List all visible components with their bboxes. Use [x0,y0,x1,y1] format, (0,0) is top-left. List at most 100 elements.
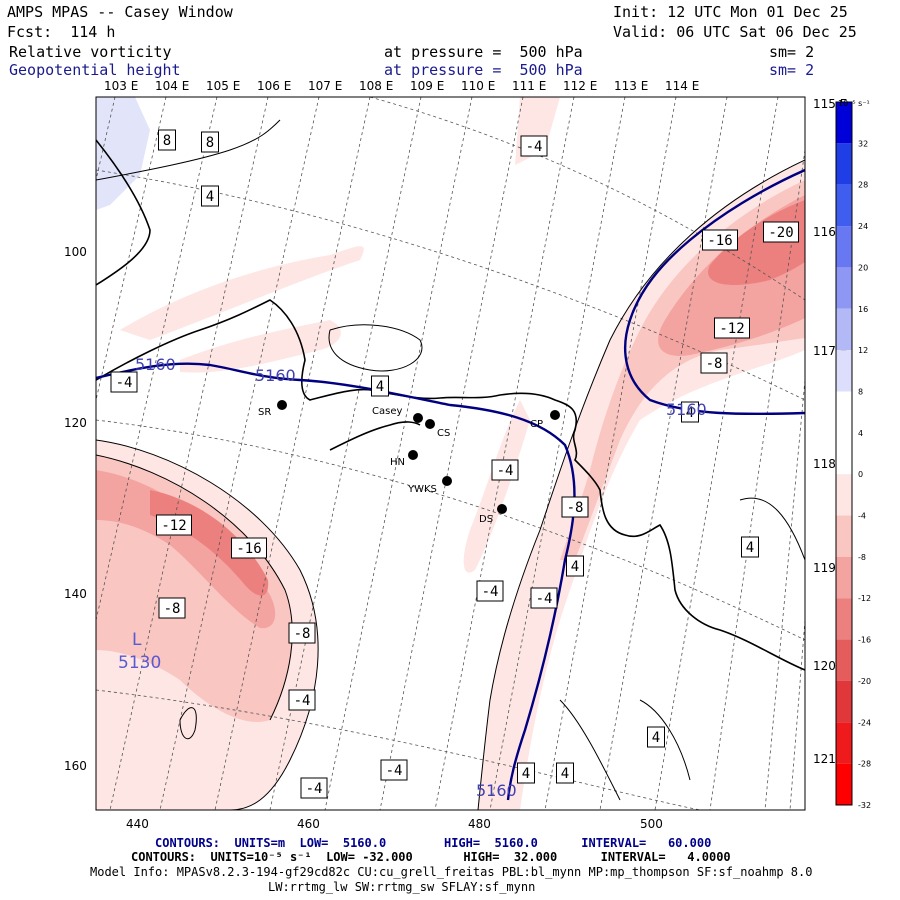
colorbar-swatch [836,267,852,309]
colorbar-label: 4 [858,429,863,438]
colorbar-swatch [836,391,852,433]
colorbar-label: -32 [858,801,871,810]
plot-frame [95,96,806,811]
x-tick-label: 500 [640,817,663,831]
svg-text:4: 4 [746,540,754,556]
colorbar-label: 12 [858,346,868,355]
svg-text:-4: -4 [482,584,499,600]
top-lon-label: 109 E [410,79,444,93]
x-tick-label: 480 [468,817,491,831]
field1-name: Relative vorticity [9,43,172,61]
colorbar-swatch [836,350,852,392]
colorbar-swatch [836,556,852,599]
svg-text:8: 8 [206,135,214,151]
vorticity-label: 4 [566,555,584,577]
footer-height-contours: CONTOURS: UNITS=m LOW= 5160.0 HIGH= 5160… [155,836,712,850]
height-label: 5160 [255,366,296,385]
vorticity-streak [463,400,530,573]
colorbar-swatch [836,184,852,227]
svg-text:-16: -16 [707,233,732,249]
colorbar-swatch [836,680,852,723]
vorticity-label: 4 [647,726,665,748]
colorbar-swatch [836,143,852,185]
top-longitude-labels: 103 E 104 E 105 E 106 E 107 E 108 E 109 E 110 E… [104,79,699,93]
footer-vorticity-contours: CONTOURS: UNITS=10⁻⁵ s⁻¹ LOW= -32.000 HI… [131,850,731,864]
vorticity-contours [96,119,805,810]
x-axis: 440 460 480 500 [126,817,663,831]
vorticity-label: -20 [763,221,799,243]
field2-smoothing: sm= 2 [769,61,815,79]
colorbar-label: 20 [858,263,868,272]
vorticity-label: 4 [556,762,574,784]
svg-text:4: 4 [561,766,569,782]
vorticity-label: 8 [158,129,176,151]
colorbar-swatch [836,474,852,516]
colorbar-label: -8 [858,553,866,562]
svg-text:4: 4 [652,730,660,746]
colorbar-label: 16 [858,305,868,314]
colorbar-swatch [836,639,852,681]
colorbar-label: 0 [858,470,863,479]
svg-text:CS: CS [437,428,450,439]
top-lon-label: 103 E [104,79,138,93]
low-letter: L [132,630,142,650]
svg-text:DS: DS [479,514,493,525]
model-title: AMPS MPAS -- Casey Window [7,3,233,21]
svg-text:-4: -4 [116,375,133,391]
vorticity-label: -4 [520,135,548,157]
svg-text:4: 4 [571,559,579,575]
svg-text:-4: -4 [536,591,553,607]
svg-text:4: 4 [206,189,214,205]
svg-text:-12: -12 [161,518,186,534]
footer-model-info: Model Info: MPASv8.2.3-194-gf29cd82c CU:… [90,865,813,879]
coastline [96,139,805,671]
vorticity-label: -4 [300,777,328,799]
forecast-hour: Fcst: 114 h [7,23,116,41]
vorticity-area-max [708,200,805,285]
colorbar-swatch [836,515,852,557]
svg-text:4: 4 [686,405,694,421]
colorbar-label: -12 [858,594,871,603]
colorbar-swatch [836,598,852,640]
svg-text:-4: -4 [306,781,323,797]
y-tick-label: 140 [64,587,87,601]
vorticity-streak [120,246,364,340]
vorticity-streak [180,320,341,373]
svg-text:-8: -8 [706,356,723,372]
top-lon-label: 113 E [614,79,648,93]
svg-text:-8: -8 [294,626,311,642]
top-lon-label: 112 E [563,79,597,93]
field2-level: at pressure = 500 hPa [384,61,583,79]
x-tick-label: 440 [126,817,149,831]
svg-text:-20: -20 [768,225,793,241]
colorbar-swatch [836,308,852,351]
station-cp: CP [530,410,560,430]
y-tick-label: 100 [64,245,87,259]
top-lon-label: 107 E [308,79,342,93]
svg-text:4: 4 [376,379,384,395]
init-time: Init: 12 UTC Mon 01 Dec 25 [613,3,848,21]
colorbar-swatch [836,102,852,144]
vorticity-label: -4 [476,580,504,602]
station-markers: SR Casey CS HN YWKS DS CP [258,400,560,525]
svg-text:HN: HN [390,457,405,468]
station-cs: CS [425,419,450,439]
vorticity-label: -4 [110,371,138,393]
vorticity-label: -8 [700,352,728,374]
svg-text:-4: -4 [386,763,403,779]
field1-level: at pressure = 500 hPa [384,43,583,61]
valid-time: Valid: 06 UTC Sat 06 Dec 25 [613,23,857,41]
vorticity-label: -8 [561,496,589,518]
colorbar: 32 28 24 20 16 12 8 4 0 -4 -8 -12 -16 -20 -24 -28 -32 [835,101,871,810]
station-hn: HN [390,450,418,468]
height-contour-labels: 5160 5160 5160 5160 [135,355,707,800]
svg-text:-8: -8 [567,500,584,516]
height-label: 5160 [135,355,176,374]
vorticity-label: -8 [158,597,186,619]
colorbar-unit: 10⁻⁵ s⁻¹ [838,99,870,108]
vorticity-positive-area [96,97,150,210]
top-lon-label: 108 E [359,79,393,93]
colorbar-label: 8 [858,387,863,396]
station-casey: Casey [372,406,423,423]
station-ds: DS [479,504,507,525]
